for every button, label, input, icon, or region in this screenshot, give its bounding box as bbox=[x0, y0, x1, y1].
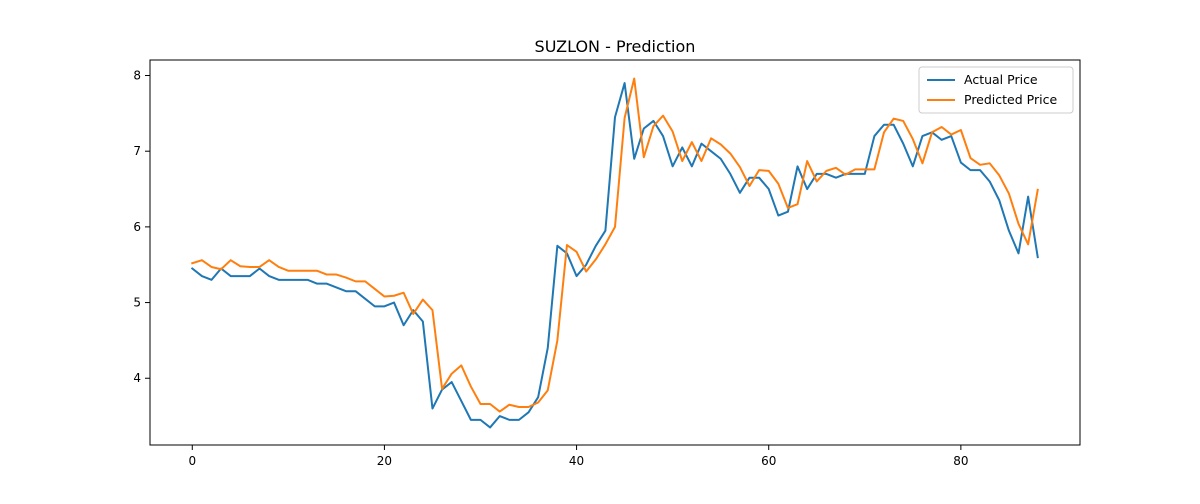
series-line-1 bbox=[191, 77, 1039, 413]
legend: Actual Price Predicted Price bbox=[918, 66, 1074, 114]
chart-title: SUZLON - Prediction bbox=[535, 37, 696, 56]
axes: 0 20 40 60 80 4 5 6 7 8 bbox=[133, 59, 1081, 468]
series-line-0 bbox=[190, 82, 1039, 429]
x-tick-label: 60 bbox=[761, 454, 776, 468]
x-tick-label: 20 bbox=[377, 454, 392, 468]
legend-label-0: Actual Price bbox=[964, 72, 1038, 87]
y-tick-label: 4 bbox=[133, 371, 141, 385]
x-tick-label: 40 bbox=[569, 454, 584, 468]
axes-frame bbox=[149, 59, 1081, 446]
y-tick-label: 8 bbox=[133, 69, 141, 83]
x-tick-label: 0 bbox=[188, 454, 196, 468]
x-tick-label: 80 bbox=[953, 454, 968, 468]
plot-area bbox=[190, 77, 1039, 429]
y-tick-label: 5 bbox=[133, 296, 141, 310]
legend-box bbox=[918, 66, 1074, 114]
y-tick-label: 6 bbox=[133, 220, 141, 234]
y-tick-label: 7 bbox=[133, 144, 141, 158]
legend-label-1: Predicted Price bbox=[964, 92, 1057, 107]
